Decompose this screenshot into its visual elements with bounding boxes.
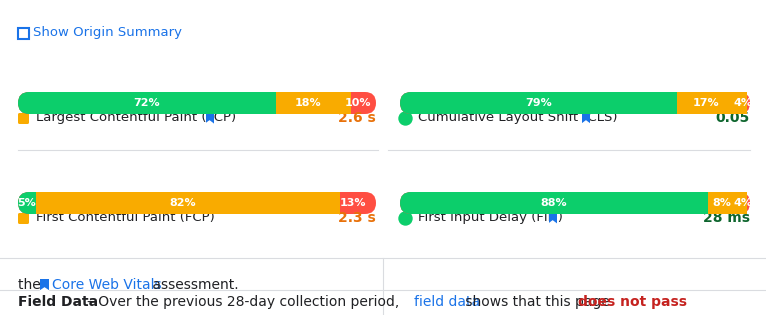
FancyBboxPatch shape bbox=[400, 192, 750, 214]
FancyBboxPatch shape bbox=[708, 192, 747, 214]
FancyBboxPatch shape bbox=[548, 214, 557, 224]
Polygon shape bbox=[40, 288, 49, 291]
Text: 13%: 13% bbox=[339, 198, 366, 208]
Polygon shape bbox=[548, 221, 557, 224]
FancyBboxPatch shape bbox=[400, 92, 750, 114]
Circle shape bbox=[399, 212, 412, 225]
FancyBboxPatch shape bbox=[18, 192, 47, 214]
Polygon shape bbox=[582, 121, 590, 124]
Text: assessment.: assessment. bbox=[148, 278, 239, 292]
FancyBboxPatch shape bbox=[205, 114, 214, 124]
Text: 17%: 17% bbox=[693, 98, 719, 108]
Text: Cumulative Layout Shift (CLS): Cumulative Layout Shift (CLS) bbox=[418, 112, 617, 124]
Text: 2.3 s: 2.3 s bbox=[339, 211, 376, 225]
Text: Largest Contentful Paint (LCP): Largest Contentful Paint (LCP) bbox=[36, 112, 236, 124]
Text: – Over the previous 28-day collection period,: – Over the previous 28-day collection pe… bbox=[87, 295, 404, 309]
Text: 0.05: 0.05 bbox=[715, 111, 750, 125]
Text: field data: field data bbox=[414, 295, 480, 309]
Text: Show Origin Summary: Show Origin Summary bbox=[33, 26, 182, 39]
Circle shape bbox=[399, 112, 412, 125]
Text: 10%: 10% bbox=[345, 98, 372, 108]
FancyBboxPatch shape bbox=[276, 92, 351, 114]
Text: 18%: 18% bbox=[295, 98, 321, 108]
Text: shows that this page: shows that this page bbox=[461, 295, 614, 309]
Text: 72%: 72% bbox=[133, 98, 160, 108]
FancyBboxPatch shape bbox=[18, 92, 376, 114]
Text: 4%: 4% bbox=[734, 98, 752, 108]
FancyBboxPatch shape bbox=[18, 28, 29, 39]
Text: First Input Delay (FID): First Input Delay (FID) bbox=[418, 211, 563, 225]
Text: First Contentful Paint (FCP): First Contentful Paint (FCP) bbox=[36, 211, 214, 225]
FancyBboxPatch shape bbox=[18, 92, 286, 114]
Text: Core Web Vitals: Core Web Vitals bbox=[52, 278, 162, 292]
FancyBboxPatch shape bbox=[400, 92, 688, 114]
Text: the: the bbox=[18, 278, 45, 292]
Text: 2.6 s: 2.6 s bbox=[339, 111, 376, 125]
Text: 79%: 79% bbox=[525, 98, 552, 108]
Text: 4%: 4% bbox=[734, 198, 752, 208]
FancyBboxPatch shape bbox=[18, 192, 376, 214]
FancyBboxPatch shape bbox=[36, 192, 340, 214]
FancyBboxPatch shape bbox=[582, 114, 590, 124]
Text: 82%: 82% bbox=[169, 198, 196, 208]
Text: 88%: 88% bbox=[541, 198, 568, 208]
FancyBboxPatch shape bbox=[40, 279, 49, 291]
FancyBboxPatch shape bbox=[400, 192, 719, 214]
Text: does not pass: does not pass bbox=[578, 295, 687, 309]
FancyBboxPatch shape bbox=[676, 92, 747, 114]
FancyBboxPatch shape bbox=[18, 113, 29, 124]
Text: Field Data: Field Data bbox=[18, 295, 98, 309]
Text: 28 ms: 28 ms bbox=[703, 211, 750, 225]
Text: 8%: 8% bbox=[712, 198, 732, 208]
Text: 5%: 5% bbox=[18, 198, 36, 208]
FancyBboxPatch shape bbox=[18, 213, 29, 224]
Polygon shape bbox=[205, 121, 214, 124]
